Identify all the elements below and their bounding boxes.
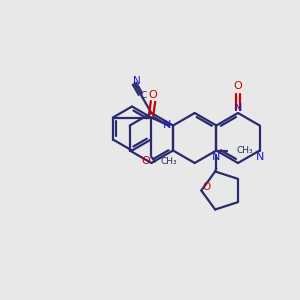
Text: O: O — [234, 81, 242, 91]
Text: O: O — [202, 182, 211, 193]
Text: CH₃: CH₃ — [160, 157, 177, 166]
Text: N: N — [256, 152, 264, 161]
Text: N: N — [212, 152, 220, 161]
Text: O: O — [142, 157, 150, 166]
Text: N: N — [163, 121, 171, 130]
Text: C: C — [140, 92, 146, 100]
Text: N: N — [133, 76, 140, 85]
Text: CH₃: CH₃ — [236, 146, 253, 155]
Text: O: O — [149, 89, 158, 100]
Text: N: N — [234, 103, 242, 113]
